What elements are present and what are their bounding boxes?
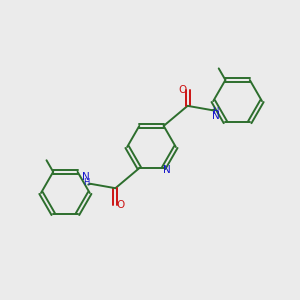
Text: N: N (82, 172, 90, 182)
Text: O: O (117, 200, 125, 209)
Text: H: H (212, 107, 219, 116)
Text: N: N (212, 111, 219, 121)
Text: N: N (164, 165, 171, 175)
Text: H: H (83, 178, 89, 187)
Text: O: O (178, 85, 186, 94)
